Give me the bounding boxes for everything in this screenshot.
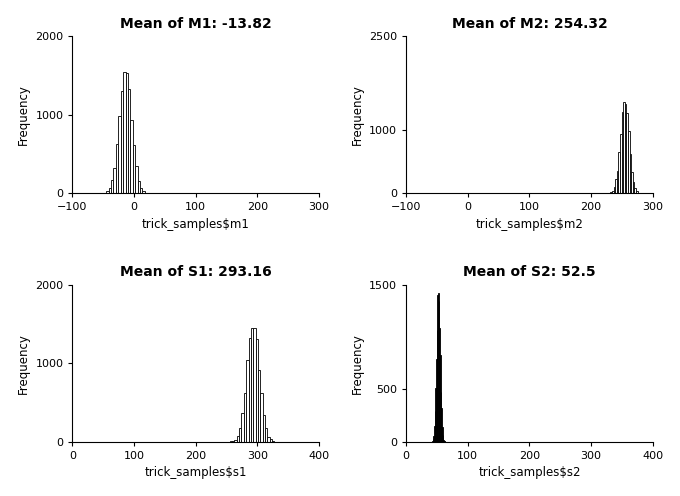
Bar <box>114 168 116 193</box>
Bar <box>633 182 634 193</box>
Title: Mean of M2: 254.32: Mean of M2: 254.32 <box>452 17 607 31</box>
X-axis label: trick_samples$s2: trick_samples$s2 <box>478 466 581 479</box>
Bar <box>126 73 128 193</box>
Bar <box>241 413 244 442</box>
Bar <box>248 338 251 442</box>
Title: Mean of M1: -13.82: Mean of M1: -13.82 <box>120 17 271 31</box>
Bar <box>618 152 620 193</box>
Bar <box>634 188 636 193</box>
Y-axis label: Frequency: Frequency <box>350 333 364 394</box>
Bar <box>631 172 633 193</box>
Bar <box>253 328 256 442</box>
Bar <box>613 187 615 193</box>
Bar <box>625 104 626 193</box>
Bar <box>116 144 118 193</box>
Bar <box>120 91 123 193</box>
Bar <box>612 191 613 193</box>
Bar <box>135 167 137 193</box>
Bar <box>636 191 638 193</box>
Bar <box>256 339 258 442</box>
Bar <box>140 188 143 193</box>
Bar <box>623 102 625 193</box>
Bar <box>251 328 253 442</box>
Bar <box>109 188 111 193</box>
Title: Mean of S1: 293.16: Mean of S1: 293.16 <box>120 265 271 279</box>
Bar <box>638 192 639 193</box>
Bar <box>111 181 114 193</box>
Bar <box>630 154 631 193</box>
Bar <box>246 360 248 442</box>
Bar <box>611 192 612 193</box>
Bar <box>265 428 267 442</box>
Bar <box>260 393 262 442</box>
Bar <box>235 440 237 442</box>
X-axis label: trick_samples$m1: trick_samples$m1 <box>141 218 250 231</box>
Bar <box>258 370 260 442</box>
Bar <box>137 181 140 193</box>
Bar <box>143 191 145 193</box>
Bar <box>128 89 131 193</box>
Bar <box>237 435 239 442</box>
Bar <box>626 113 628 193</box>
Bar <box>232 441 235 442</box>
Bar <box>239 428 241 442</box>
Bar <box>133 145 135 193</box>
Bar <box>131 120 133 193</box>
X-axis label: trick_samples$s1: trick_samples$s1 <box>144 466 247 479</box>
Bar <box>272 441 275 442</box>
Bar <box>244 393 246 442</box>
Bar <box>628 131 630 193</box>
Y-axis label: Frequency: Frequency <box>350 84 363 145</box>
Bar <box>622 112 623 193</box>
Y-axis label: Frequency: Frequency <box>17 333 30 394</box>
Bar <box>267 437 270 442</box>
Bar <box>262 415 265 442</box>
Bar <box>620 133 622 193</box>
X-axis label: trick_samples$m2: trick_samples$m2 <box>475 218 583 231</box>
Bar <box>106 191 109 193</box>
Bar <box>615 179 617 193</box>
Y-axis label: Frequency: Frequency <box>17 84 30 145</box>
Title: Mean of S2: 52.5: Mean of S2: 52.5 <box>463 265 596 279</box>
Bar <box>118 116 120 193</box>
Bar <box>617 171 618 193</box>
Bar <box>123 72 126 193</box>
Bar <box>270 439 272 442</box>
